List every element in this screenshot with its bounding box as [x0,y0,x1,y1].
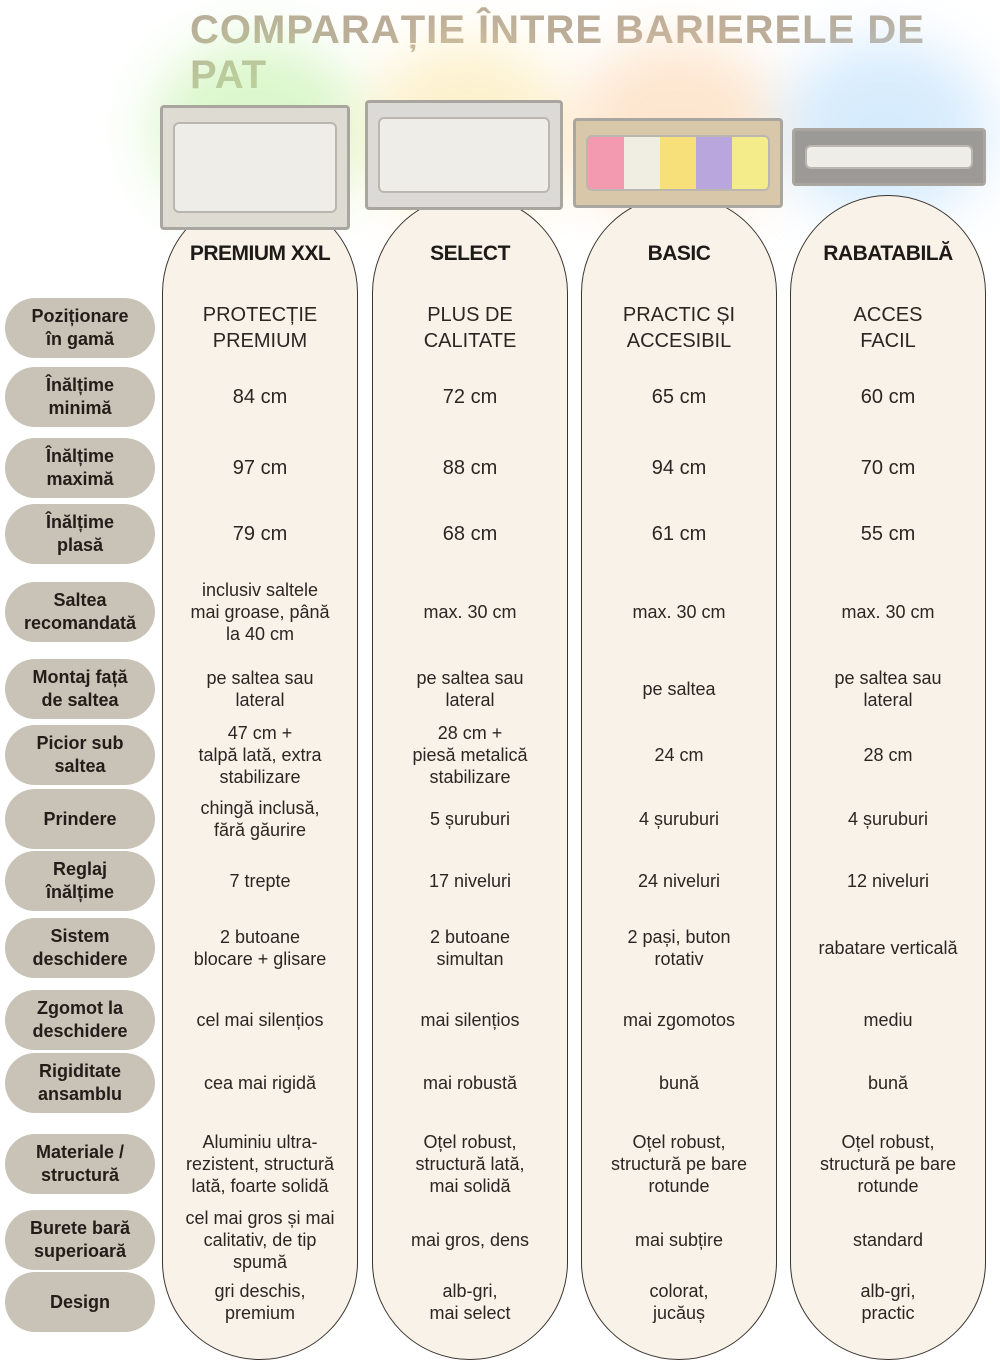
table-cell: 28 cm [863,745,913,765]
table-cell: Oțel robust, structură lată, mai solidă [415,1132,525,1196]
table-cell: rabatare verticală [818,938,958,958]
product-column [162,195,358,1360]
row-label: Montaj față de saltea [5,659,155,719]
table-cell: 17 niveluri [428,871,512,891]
table-cell: 61 cm [651,523,707,545]
table-cell: colorat, jucăuș [649,1281,709,1323]
row-label: Poziționare în gamă [5,298,155,358]
table-cell: 84 cm [232,386,288,408]
product-image [365,100,563,210]
table-cell: 12 niveluri [846,871,930,891]
table-cell: gri deschis, premium [214,1281,306,1323]
row-label: Prindere [5,789,155,849]
product-image [792,128,986,186]
table-cell: pe saltea sau lateral [416,668,524,710]
table-cell: cea mai rigidă [203,1073,317,1093]
row-label: Înălțime maximă [5,438,155,498]
table-cell: 4 șuruburi [638,809,720,829]
row-label: Rigiditate ansamblu [5,1053,155,1113]
rail-mesh [173,122,337,213]
table-cell: 4 șuruburi [847,809,929,829]
table-cell: pe saltea sau lateral [834,668,942,710]
table-cell: 24 cm [654,745,704,765]
table-cell: 60 cm [860,386,916,408]
table-cell: 55 cm [860,523,916,545]
table-cell: pe saltea sau lateral [206,668,314,710]
table-cell: max. 30 cm [423,602,517,622]
table-cell: Oțel robust, structură pe bare rotunde [819,1132,957,1196]
table-cell: PLUS DE CALITATE [423,304,517,352]
product-image [160,105,350,230]
table-cell: 68 cm [442,523,498,545]
row-label: Saltea recomandată [5,582,155,642]
table-cell: 47 cm + talpă lată, extra stabilizare [198,723,322,787]
rail-mesh [378,117,550,193]
table-cell: 28 cm + piesă metalică stabilizare [412,723,528,787]
table-cell: bună [867,1073,909,1093]
table-cell: 88 cm [442,457,498,479]
product-name: SELECT [430,242,510,265]
table-cell: PROTECȚIE PREMIUM [202,304,318,352]
row-label: Materiale / structură [5,1134,155,1194]
table-cell: 2 butoane simultan [429,927,511,969]
table-cell: mai subțire [634,1230,724,1250]
row-label: Burete bară superioară [5,1210,155,1270]
rail-mesh [586,135,770,191]
rail-mesh [805,145,973,169]
table-cell: mai zgomotos [622,1010,736,1030]
product-column [372,195,568,1360]
product-name: RABATABILĂ [823,242,953,265]
table-cell: 2 butoane blocare + glisare [193,927,327,969]
product-column [790,195,986,1360]
table-cell: 24 niveluri [637,871,721,891]
table-cell: Aluminiu ultra- rezistent, structură lat… [185,1132,335,1196]
table-cell: 97 cm [232,457,288,479]
product-image [573,118,783,208]
table-cell: alb-gri, practic [860,1281,916,1323]
table-cell: max. 30 cm [632,602,726,622]
table-cell: alb-gri, mai select [429,1281,511,1323]
product-name: BASIC [647,242,711,265]
table-cell: 5 șuruburi [429,809,511,829]
table-cell: max. 30 cm [841,602,935,622]
table-cell: standard [852,1230,924,1250]
table-cell: ACCES FACIL [853,304,923,352]
table-cell: 94 cm [651,457,707,479]
row-label: Design [5,1272,155,1332]
table-cell: 7 trepte [229,871,291,891]
table-cell: mediu [863,1010,913,1030]
table-cell: cel mai silențios [196,1010,324,1030]
row-label: Zgomot la deschidere [5,990,155,1050]
table-cell: bună [658,1073,700,1093]
product-name: PREMIUM XXL [189,242,331,265]
table-cell: mai silențios [420,1010,520,1030]
row-label: Reglaj înălțime [5,851,155,911]
table-cell: Oțel robust, structură pe bare rotunde [610,1132,748,1196]
row-label: Înălțime minimă [5,367,155,427]
row-label: Sistem deschidere [5,918,155,978]
table-cell: 79 cm [232,523,288,545]
table-cell: 70 cm [860,457,916,479]
table-cell: PRACTIC ȘI ACCESIBIL [622,304,736,352]
table-cell: mai robustă [422,1073,518,1093]
table-cell: 72 cm [442,386,498,408]
table-cell: 65 cm [651,386,707,408]
table-cell: pe saltea [642,679,716,699]
table-cell: cel mai gros și mai calitativ, de tip sp… [185,1208,335,1272]
table-cell: 2 pași, buton rotativ [627,927,731,969]
row-label: Înălțime plasă [5,504,155,564]
product-column [581,195,777,1360]
table-cell: chingă inclusă, fără găurire [200,798,320,840]
row-label: Picior sub saltea [5,725,155,785]
table-cell: inclusiv saltele mai groase, până la 40 … [190,580,330,644]
table-cell: mai gros, dens [410,1230,530,1250]
